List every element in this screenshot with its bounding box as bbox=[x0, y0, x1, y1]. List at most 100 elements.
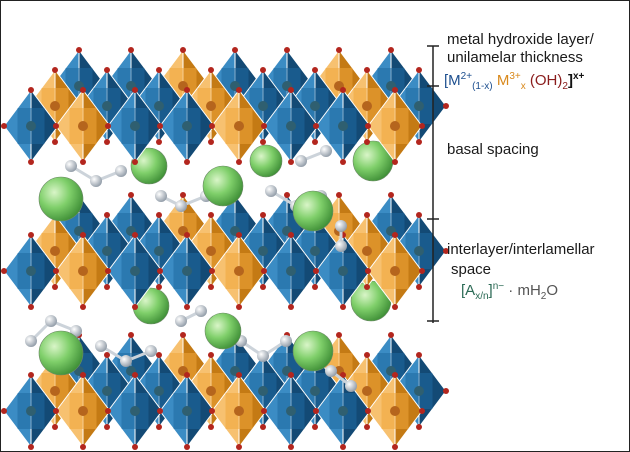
oxygen bbox=[104, 424, 110, 430]
oxygen bbox=[28, 232, 34, 238]
oxygen bbox=[105, 268, 111, 274]
water-molecule bbox=[45, 315, 57, 327]
oxygen bbox=[209, 268, 215, 274]
formula-part: 2 bbox=[562, 81, 568, 92]
metal-ion bbox=[78, 406, 88, 416]
metal-ion bbox=[286, 266, 296, 276]
oxygen bbox=[365, 123, 371, 129]
formula-part: x+ bbox=[572, 71, 585, 82]
water-molecule bbox=[95, 340, 107, 352]
water-molecule bbox=[295, 155, 307, 167]
oxygen bbox=[261, 408, 267, 414]
oxygen bbox=[340, 87, 346, 93]
metal-ion bbox=[182, 406, 192, 416]
oxygen bbox=[132, 159, 138, 165]
layer-formula: [M2+(1-x) M3+x (OH)2]x+ bbox=[444, 71, 584, 92]
oxygen bbox=[208, 352, 214, 358]
oxygen bbox=[236, 444, 242, 450]
oxygen bbox=[388, 192, 394, 198]
oxygen bbox=[340, 444, 346, 450]
formula-part: (1-x) bbox=[472, 81, 493, 92]
metal-ion bbox=[362, 246, 372, 256]
water-molecule bbox=[70, 325, 82, 337]
metal-ion bbox=[102, 246, 112, 256]
formula-part: 2 bbox=[540, 291, 547, 302]
oxygen bbox=[336, 47, 342, 53]
oxygen bbox=[392, 372, 398, 378]
oxygen bbox=[156, 352, 162, 358]
oxygen bbox=[157, 123, 163, 129]
oxygen bbox=[209, 408, 215, 414]
anion-sphere bbox=[204, 312, 242, 350]
metal-ion bbox=[234, 121, 244, 131]
oxygen bbox=[156, 139, 162, 145]
anion-sphere bbox=[38, 176, 84, 222]
oxygen bbox=[260, 67, 266, 73]
metal-ion bbox=[338, 266, 348, 276]
oxygen bbox=[419, 123, 425, 129]
formula-part: O bbox=[546, 282, 559, 299]
metal-ion bbox=[102, 101, 112, 111]
metal-ion bbox=[258, 101, 268, 111]
metal-ion bbox=[362, 386, 372, 396]
anion-sphere bbox=[292, 330, 334, 372]
oxygen bbox=[340, 159, 346, 165]
oxygen bbox=[416, 139, 422, 145]
formula-part: x bbox=[520, 81, 526, 92]
oxygen bbox=[392, 304, 398, 310]
oxygen bbox=[312, 284, 318, 290]
metal-ion bbox=[26, 121, 36, 131]
oxygen bbox=[392, 444, 398, 450]
oxygen bbox=[340, 304, 346, 310]
metal-ion bbox=[78, 266, 88, 276]
oxygen bbox=[28, 159, 34, 165]
metal-ion bbox=[130, 406, 140, 416]
oxygen bbox=[52, 424, 58, 430]
interlayer-label: interlayer/interlamellar bbox=[447, 241, 595, 258]
oxygen bbox=[132, 444, 138, 450]
oxygen bbox=[340, 372, 346, 378]
oxygen bbox=[312, 139, 318, 145]
formula-part: · mH bbox=[508, 282, 541, 299]
water-molecule bbox=[145, 345, 157, 357]
water-molecule bbox=[335, 220, 347, 232]
oxygen bbox=[364, 212, 370, 218]
oxygen bbox=[313, 408, 319, 414]
oxygen bbox=[260, 284, 266, 290]
metal-ion bbox=[206, 246, 216, 256]
metal-ion bbox=[206, 101, 216, 111]
metal-ion bbox=[310, 246, 320, 256]
metal-ion bbox=[338, 121, 348, 131]
oxygen bbox=[236, 304, 242, 310]
oxygen bbox=[156, 67, 162, 73]
oxygen bbox=[53, 408, 59, 414]
oxygen bbox=[419, 408, 425, 414]
formula-part: (OH) bbox=[529, 72, 563, 89]
oxygen bbox=[28, 372, 34, 378]
water-molecule bbox=[90, 175, 102, 187]
oxygen bbox=[392, 87, 398, 93]
oxygen bbox=[180, 332, 186, 338]
oxygen bbox=[288, 304, 294, 310]
oxygen bbox=[80, 87, 86, 93]
anion-sphere bbox=[202, 165, 244, 207]
oxygen bbox=[157, 268, 163, 274]
metal-ion bbox=[362, 101, 372, 111]
oxygen bbox=[80, 232, 86, 238]
oxygen bbox=[261, 123, 267, 129]
oxygen bbox=[312, 67, 318, 73]
oxygen bbox=[236, 159, 242, 165]
oxygen bbox=[392, 232, 398, 238]
metal-ion bbox=[338, 406, 348, 416]
oxygen bbox=[365, 268, 371, 274]
oxygen bbox=[52, 139, 58, 145]
oxygen bbox=[388, 47, 394, 53]
oxygen bbox=[184, 159, 190, 165]
oxygen bbox=[208, 424, 214, 430]
oxygen bbox=[209, 123, 215, 129]
basal-label: basal spacing bbox=[447, 141, 539, 158]
oxygen bbox=[80, 372, 86, 378]
oxygen bbox=[261, 268, 267, 274]
oxygen bbox=[416, 424, 422, 430]
oxygen bbox=[104, 352, 110, 358]
